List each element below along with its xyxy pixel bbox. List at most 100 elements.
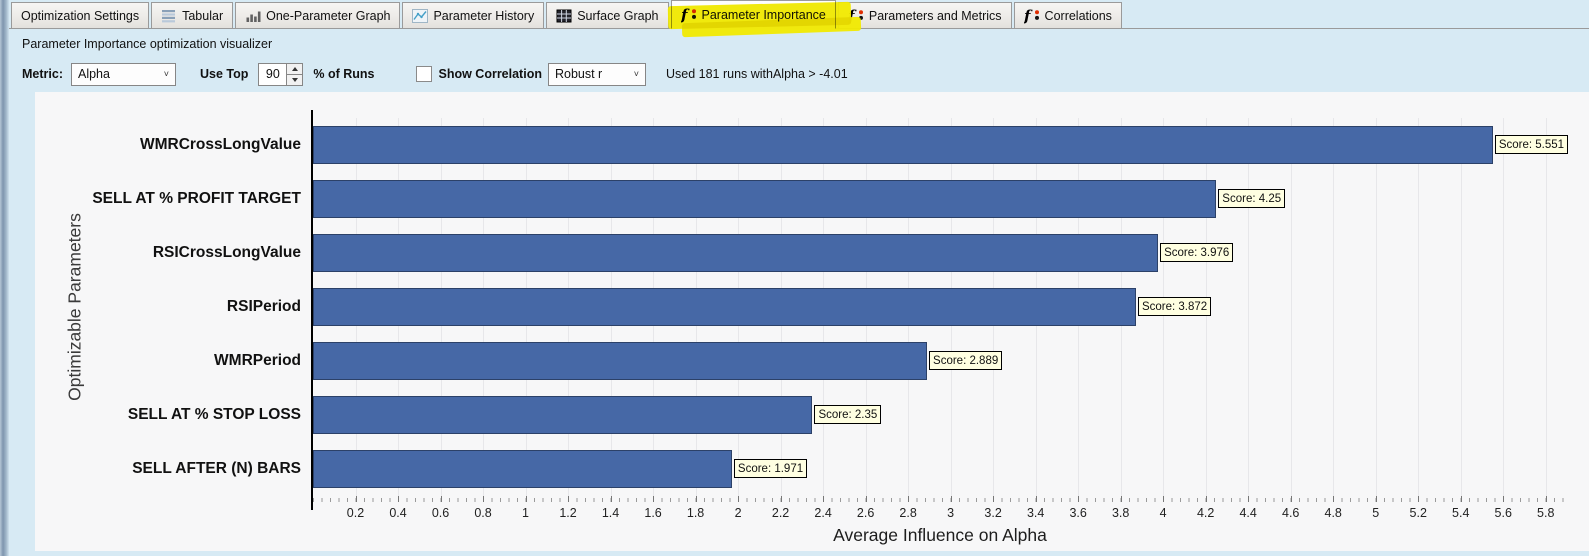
x-tick-label: 0.2 — [346, 506, 365, 520]
tab-label: One-Parameter Graph — [266, 8, 391, 23]
x-tick-label: 3.8 — [1111, 506, 1130, 520]
bar — [313, 288, 1136, 326]
x-tick — [1163, 496, 1165, 502]
gridline — [1333, 118, 1335, 496]
category-label: WMRPeriod — [214, 352, 301, 369]
tab-tabular[interactable]: Tabular — [151, 2, 234, 28]
x-tick — [865, 496, 867, 502]
percent-runs-label: % of Runs — [313, 67, 375, 81]
use-top-value[interactable]: 90 — [258, 62, 287, 86]
gridline — [1418, 118, 1420, 496]
x-tick-label: 1.6 — [644, 506, 662, 520]
x-tick-label: 4.8 — [1324, 506, 1342, 520]
x-tick-label: 3.6 — [1069, 506, 1087, 520]
x-tick-label: 3.2 — [984, 506, 1002, 520]
use-top-spinner[interactable]: 90 — [258, 62, 304, 86]
score-label: Score: 3.976 — [1160, 243, 1234, 262]
score-label: Score: 5.551 — [1494, 135, 1569, 154]
x-tick — [695, 496, 697, 502]
x-tick — [1545, 496, 1547, 502]
show-correlation-checkbox[interactable] — [416, 66, 433, 82]
gridline — [1460, 118, 1462, 496]
metric-select-value: Alpha — [77, 67, 110, 81]
minor-ticks — [313, 498, 1567, 502]
category-label: RSIPeriod — [226, 298, 301, 315]
tab-label: Parameter Importance — [701, 7, 826, 22]
x-tick-label: 3.4 — [1026, 506, 1045, 520]
x-tick — [1503, 496, 1505, 502]
x-tick — [993, 496, 995, 502]
chevron-down-icon: ˅ — [163, 68, 169, 79]
x-tick — [653, 496, 655, 502]
bar — [313, 450, 732, 488]
svg-text:ƒ: ƒ — [848, 8, 857, 24]
window-edge — [0, 0, 9, 556]
y-axis-line — [311, 110, 313, 510]
x-tick — [1078, 496, 1080, 502]
x-tick-label: 5.2 — [1409, 506, 1427, 520]
category-label: SELL AT % PROFIT TARGET — [92, 190, 301, 207]
x-tick — [355, 496, 357, 502]
correlation-method-select[interactable]: Robust r ˅ — [547, 62, 646, 86]
x-tick-label: 5.4 — [1452, 506, 1470, 520]
x-tick — [1290, 496, 1292, 502]
tab-label: Correlations — [1044, 8, 1112, 23]
x-tick-label: 4 — [1159, 506, 1167, 520]
x-tick-label: 2.8 — [899, 506, 917, 520]
x-tick-label: 0.6 — [431, 506, 450, 520]
tab-label: Surface Graph — [577, 8, 659, 23]
x-tick-label: 4.4 — [1239, 506, 1257, 520]
x-tick-label: 1.2 — [559, 506, 577, 520]
metric-select[interactable]: Alpha ˅ — [70, 62, 176, 86]
x-tick — [483, 496, 485, 502]
x-tick — [1418, 496, 1420, 502]
up-arrow-icon — [291, 66, 298, 71]
tab-label: Tabular — [182, 8, 224, 23]
x-tick — [780, 496, 782, 502]
toolbar: Metric: Alpha ˅ Use Top 90 % of Runs Sho… — [9, 58, 1589, 90]
x-tick — [398, 496, 400, 502]
chart-panel: WMRCrossLongValue Score: 5.551 SELL AT % P… — [35, 92, 1589, 551]
category-label: WMRCrossLongValue — [139, 136, 301, 153]
gridline — [1503, 118, 1505, 496]
x-tick-label: 3 — [947, 506, 955, 520]
spinner-up-button[interactable] — [286, 62, 304, 74]
score-label: Score: 4.25 — [1218, 189, 1286, 208]
tab-one-parameter-graph[interactable]: One-Parameter Graph — [235, 2, 401, 28]
x-tick — [823, 496, 825, 502]
x-tick-label: 5 — [1372, 506, 1380, 520]
bar — [313, 180, 1217, 218]
category-label: SELL AT % STOP LOSS — [127, 406, 301, 423]
x-tick — [1120, 496, 1122, 502]
page-title: Parameter Importance optimization visual… — [22, 37, 273, 51]
tab-correlations[interactable]: ƒ Correlations — [1013, 2, 1122, 28]
x-tick — [1460, 496, 1462, 502]
x-tick-label: 2.2 — [771, 506, 790, 520]
score-label: Score: 2.889 — [929, 351, 1003, 370]
correlation-method-value: Robust r — [554, 67, 603, 81]
tab-label: Parameters and Metrics — [868, 8, 1002, 23]
tab-parameters-and-metrics[interactable]: ƒ Parameters and Metrics — [837, 2, 1012, 28]
down-arrow-icon — [291, 77, 298, 82]
x-tick-label: 2.4 — [814, 506, 832, 520]
x-tick-label: 1.4 — [601, 506, 620, 520]
tab-surface-graph[interactable]: Surface Graph — [546, 2, 669, 28]
gridline — [1545, 118, 1547, 496]
x-tick — [1035, 496, 1037, 502]
x-tick-label: 2.6 — [856, 506, 875, 520]
tab-parameter-importance[interactable]: ƒ Parameter Importance — [667, 0, 862, 38]
function-icon: ƒ — [681, 7, 697, 23]
gridline — [1375, 118, 1377, 496]
bar — [313, 342, 928, 380]
x-tick — [610, 496, 612, 502]
x-tick — [440, 496, 442, 502]
function-icon: ƒ — [848, 8, 864, 24]
tab-parameter-history[interactable]: Parameter History — [402, 2, 545, 28]
tab-optimization-settings[interactable]: Optimization Settings — [11, 2, 150, 28]
spinner-down-button[interactable] — [286, 73, 304, 86]
x-tick — [950, 496, 952, 502]
x-tick-label: 2 — [734, 506, 742, 520]
x-tick — [908, 496, 910, 502]
show-correlation-label: Show Correlation — [438, 67, 542, 81]
line-chart-icon — [412, 8, 429, 24]
